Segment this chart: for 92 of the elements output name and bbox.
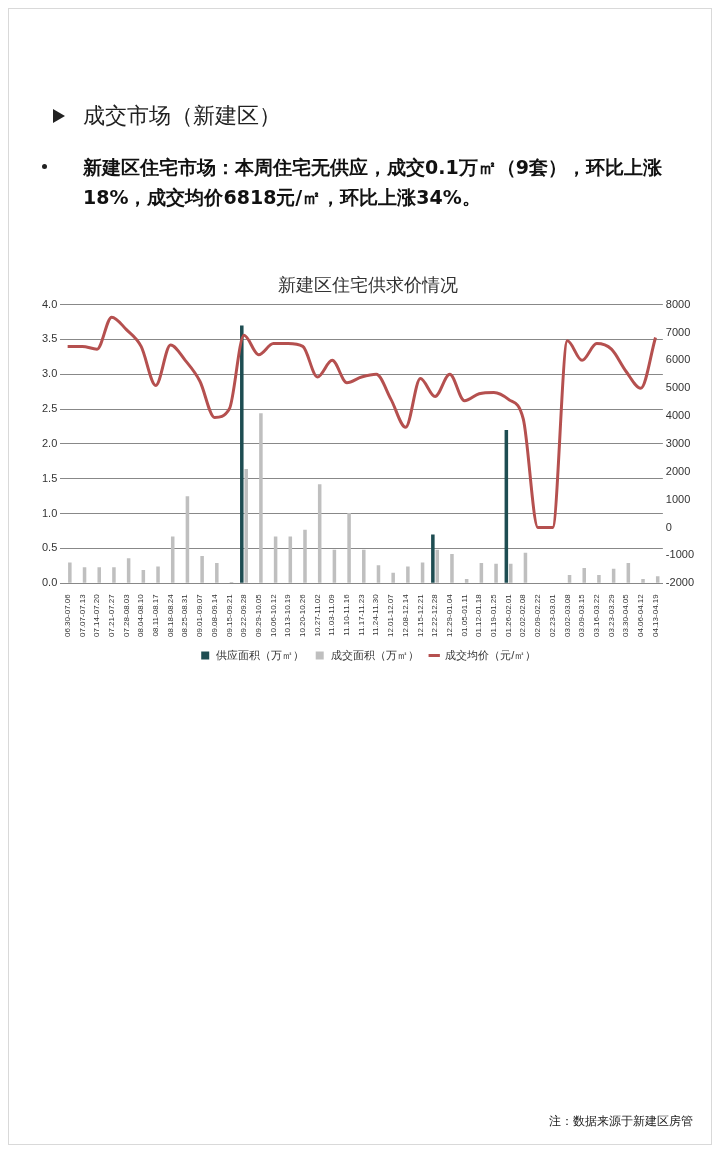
x-tick-label: 08.25-08.31 xyxy=(180,593,190,637)
bar xyxy=(494,563,498,583)
bar xyxy=(259,413,263,583)
x-tick-label: 03.30-04.05 xyxy=(621,593,631,637)
legend-label: 成交均价（元/㎡） xyxy=(445,648,537,661)
y2-tick-label: 0 xyxy=(665,520,672,533)
x-tick-label: 01.12-01.18 xyxy=(474,593,484,637)
x-tick-label: 01.19-01.25 xyxy=(489,593,499,637)
x-tick-label: 08.18-08.24 xyxy=(165,593,175,637)
y-tick-label: 2.5 xyxy=(41,402,58,415)
bar xyxy=(362,549,366,583)
bar xyxy=(464,579,469,583)
x-tick-label: 01.05-01.11 xyxy=(459,593,469,637)
bar xyxy=(200,556,204,583)
bar xyxy=(97,567,101,583)
bar xyxy=(156,566,160,583)
line-series xyxy=(66,315,658,530)
x-tick-label: 07.28-08.03 xyxy=(121,593,131,637)
text: 新建区住宅市场：本周住宅无供应，成交0.1万㎡（9套），环比上涨18%，成交均价6818元/㎡，环比上涨34%。 xyxy=(83,155,663,210)
bar xyxy=(68,562,72,583)
y2-tick-label: 1000 xyxy=(665,492,691,505)
x-tick-label: 02.23-03.01 xyxy=(547,593,557,637)
y2-tick-label: 3000 xyxy=(665,436,691,449)
y-tick-label: 0.5 xyxy=(41,541,58,554)
x-tick-label: 04.06-04.12 xyxy=(636,593,646,637)
y2-tick-label: 7000 xyxy=(665,325,691,338)
x-tick-label: 10.27-11.02 xyxy=(312,593,322,637)
y-tick-label: 3.0 xyxy=(41,367,58,380)
y-tick-label: 2.0 xyxy=(41,436,58,449)
x-tick-label: 07.21-07.27 xyxy=(106,593,116,637)
bar xyxy=(244,469,248,583)
x-tick-label: 06.30-07.06 xyxy=(62,593,72,637)
x-tick-label: 11.24-11.30 xyxy=(371,593,381,636)
x-tick-label: 03.09-03.15 xyxy=(577,593,587,637)
bar xyxy=(347,512,351,583)
y2-tick-label: 4000 xyxy=(665,409,691,422)
bar xyxy=(303,529,307,583)
y-tick-label: 1.0 xyxy=(41,506,58,519)
bar xyxy=(450,554,454,583)
x-tick-label: 03.02-03.08 xyxy=(562,593,572,637)
x-tick-label: 11.03-11.09 xyxy=(327,593,337,636)
x-tick-label: 09.29-10.05 xyxy=(253,593,263,637)
x-tick-label: 09.08-09.14 xyxy=(209,593,219,637)
x-tick-label: 10.20-10.26 xyxy=(297,593,307,637)
y-tick-label: 0.0 xyxy=(41,576,58,589)
bar xyxy=(641,579,645,583)
bar xyxy=(582,567,586,583)
x-tick-label: 09.15-09.21 xyxy=(224,593,234,637)
text: 成交市场（新建区） xyxy=(83,102,281,130)
y2-tick-label: -2000 xyxy=(665,576,695,589)
bar xyxy=(240,325,244,583)
y2-tick-label: 5000 xyxy=(665,381,691,394)
y-tick-label: 3.5 xyxy=(41,332,58,345)
x-tick-label: 03.23-03.29 xyxy=(606,593,616,637)
legend-label: 成交面积（万㎡） xyxy=(330,648,419,661)
y-tick-label: 4.0 xyxy=(41,297,58,310)
x-tick-label: 04.13-04.19 xyxy=(650,593,660,637)
bar xyxy=(391,572,395,583)
x-tick-label: 08.04-08.10 xyxy=(136,593,146,637)
y2-tick-label: 2000 xyxy=(665,464,691,477)
x-tick-label: 03.16-03.22 xyxy=(591,593,601,637)
bar xyxy=(597,574,601,583)
x-tick-label: 12.22-12.28 xyxy=(430,593,440,637)
bar xyxy=(431,534,435,583)
x-tick-label: 12.08-12.14 xyxy=(400,593,410,637)
chart-title: 新建区住宅供求价情况 xyxy=(278,274,458,295)
x-tick-label: 02.09-02.22 xyxy=(533,593,543,637)
y2-tick-label: 6000 xyxy=(665,353,691,366)
legend-label: 供应面积（万㎡） xyxy=(216,648,305,661)
x-tick-label: 08.11-08.17 xyxy=(151,593,161,637)
x-tick-label: 10.13-10.19 xyxy=(283,593,293,637)
bar xyxy=(215,563,219,583)
x-tick-label: 11.17-11.23 xyxy=(356,593,366,636)
x-tick-label: 11.10-11.16 xyxy=(342,593,352,636)
y2-tick-label: -1000 xyxy=(665,548,695,561)
y-tick-label: 1.5 xyxy=(41,471,58,484)
x-tick-label: 07.14-07.20 xyxy=(92,593,102,637)
bar xyxy=(406,566,410,583)
x-tick-label: 12.29-01.04 xyxy=(444,593,454,637)
x-tick-label: 10.06-10.12 xyxy=(268,593,278,637)
x-tick-label: 12.15-12.21 xyxy=(415,593,425,637)
bar xyxy=(655,576,660,583)
text: 注：数据来源于新建区房管 xyxy=(549,1113,693,1130)
bar xyxy=(508,563,513,583)
x-tick-label: 09.22-09.28 xyxy=(239,593,249,637)
x-tick-label: 01.26-02.01 xyxy=(503,593,513,637)
y2-tick-label: 8000 xyxy=(665,297,691,310)
bar xyxy=(112,567,116,583)
x-tick-label: 02.02-02.08 xyxy=(518,593,528,637)
x-tick-label: 07.07-07.13 xyxy=(77,593,87,637)
x-tick-label: 09.01-09.07 xyxy=(195,593,205,637)
x-tick-label: 12.01-12.07 xyxy=(386,593,396,637)
